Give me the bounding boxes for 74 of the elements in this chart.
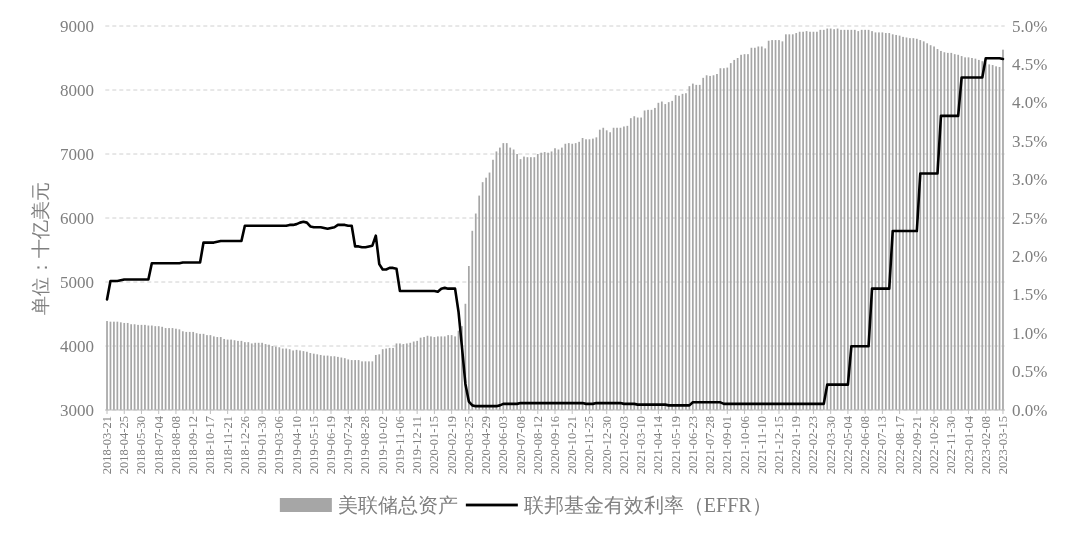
x-tick-label: 2020-01-15 — [427, 416, 442, 475]
x-tick-label: 2020-09-16 — [548, 416, 562, 475]
x-tick-label: 2020-03-25 — [461, 416, 476, 475]
x-tick-label: 2021-04-14 — [651, 415, 666, 475]
x-tick-label: 2019-12-11 — [410, 416, 425, 474]
x-tick-label: 2021-06-23 — [685, 416, 700, 475]
x-tick-label: 2020-07-08 — [513, 416, 528, 475]
y-tick-label: 3000 — [60, 400, 94, 420]
x-tick-label: 2022-07-13 — [875, 416, 890, 475]
x-tick-label: 2022-08-17 — [892, 416, 907, 475]
x-tick-label: 2022-03-30 — [823, 416, 838, 475]
x-tick-label: 2023-01-04 — [961, 415, 976, 475]
x-tick-label: 2022-06-08 — [858, 416, 873, 475]
y2-tick-label: 2.0% — [1012, 246, 1048, 266]
x-tick-label: 2018-10-17 — [203, 416, 218, 475]
x-tick-label: 2023-03-15 — [995, 416, 1010, 475]
y-tick-label: 7000 — [60, 144, 94, 164]
x-tick-label: 2018-07-04 — [151, 415, 166, 475]
legend-label: 美联储总资产 — [337, 494, 458, 516]
y-axis-title: 单位：十亿美元 — [29, 181, 51, 315]
y-tick-label: 9000 — [60, 16, 94, 36]
x-tick-label: 2021-09-01 — [720, 416, 735, 475]
y-tick-label: 6000 — [60, 208, 94, 228]
x-tick-label: 2019-03-06 — [272, 416, 287, 475]
x-tick-label: 2022-11-30 — [944, 416, 959, 474]
x-tick-label: 2022-01-19 — [789, 416, 804, 475]
x-tick-label: 2020-02-19 — [444, 416, 459, 475]
x-tick-label: 2020-08-12 — [530, 416, 545, 475]
x-tick-label: 2018-09-12 — [186, 416, 201, 475]
x-tick-label: 2021-12-15 — [771, 416, 786, 475]
x-tick-label: 2021-10-06 — [737, 416, 752, 475]
y2-tick-label: 0.0% — [1012, 400, 1048, 420]
x-tick-label: 2022-02-23 — [806, 416, 821, 475]
x-tick-label: 2019-04-10 — [289, 416, 304, 475]
y2-tick-label: 3.0% — [1012, 170, 1048, 190]
y2-tick-label: 4.0% — [1012, 93, 1048, 113]
x-tick-label: 2019-05-15 — [306, 416, 321, 475]
y2-tick-label: 3.5% — [1012, 131, 1048, 151]
y2-tick-label: 5.0% — [1012, 16, 1048, 36]
y-tick-label: 4000 — [60, 336, 94, 356]
legend-label: 联邦基金有效利率（EFFR） — [523, 494, 761, 516]
y2-tick-label: 1.5% — [1012, 285, 1048, 305]
x-tick-label: 2021-07-28 — [703, 416, 718, 475]
y2-tick-label: 1.0% — [1012, 323, 1048, 343]
x-tick-label: 2019-11-06 — [392, 416, 407, 474]
x-tick-label: 2018-04-25 — [117, 416, 132, 475]
y2-tick-label: 0.5% — [1012, 362, 1048, 382]
y-tick-label: 8000 — [60, 80, 94, 100]
y2-tick-label: 4.5% — [1012, 54, 1048, 74]
x-tick-label: 2019-08-28 — [358, 416, 373, 475]
x-tick-label: 2018-12-26 — [237, 416, 252, 475]
x-tick-label: 2021-03-10 — [634, 416, 649, 475]
y-tick-label: 5000 — [60, 272, 94, 292]
x-tick-label: 2023-02-08 — [978, 416, 993, 475]
x-tick-label: 2021-05-19 — [668, 416, 683, 475]
x-tick-label: 2019-01-30 — [255, 416, 270, 475]
x-tick-label: 2021-11-10 — [754, 416, 769, 474]
x-tick-label: 2022-09-21 — [909, 416, 924, 475]
x-tick-label: 2020-06-03 — [496, 416, 511, 475]
x-tick-label: 2018-03-21 — [100, 416, 115, 475]
x-tick-label: 2020-11-25 — [582, 416, 597, 474]
x-tick-label: 2019-07-24 — [341, 415, 356, 475]
x-tick-label: 2022-10-26 — [927, 416, 942, 475]
x-tick-label: 2019-06-19 — [324, 416, 339, 475]
x-tick-label: 2018-08-08 — [168, 416, 183, 475]
x-tick-label: 2018-11-21 — [220, 416, 235, 474]
x-tick-label: 2020-10-21 — [565, 416, 580, 475]
x-tick-label: 2018-05-30 — [134, 416, 149, 475]
x-tick-label: 2020-04-29 — [479, 416, 494, 475]
x-tick-label: 2022-05-04 — [840, 415, 855, 475]
x-tick-label: 2020-12-30 — [599, 416, 614, 475]
y2-tick-label: 2.5% — [1012, 208, 1048, 228]
x-tick-label: 2019-10-02 — [375, 416, 390, 475]
x-tick-label: 2021-02-03 — [616, 416, 631, 475]
